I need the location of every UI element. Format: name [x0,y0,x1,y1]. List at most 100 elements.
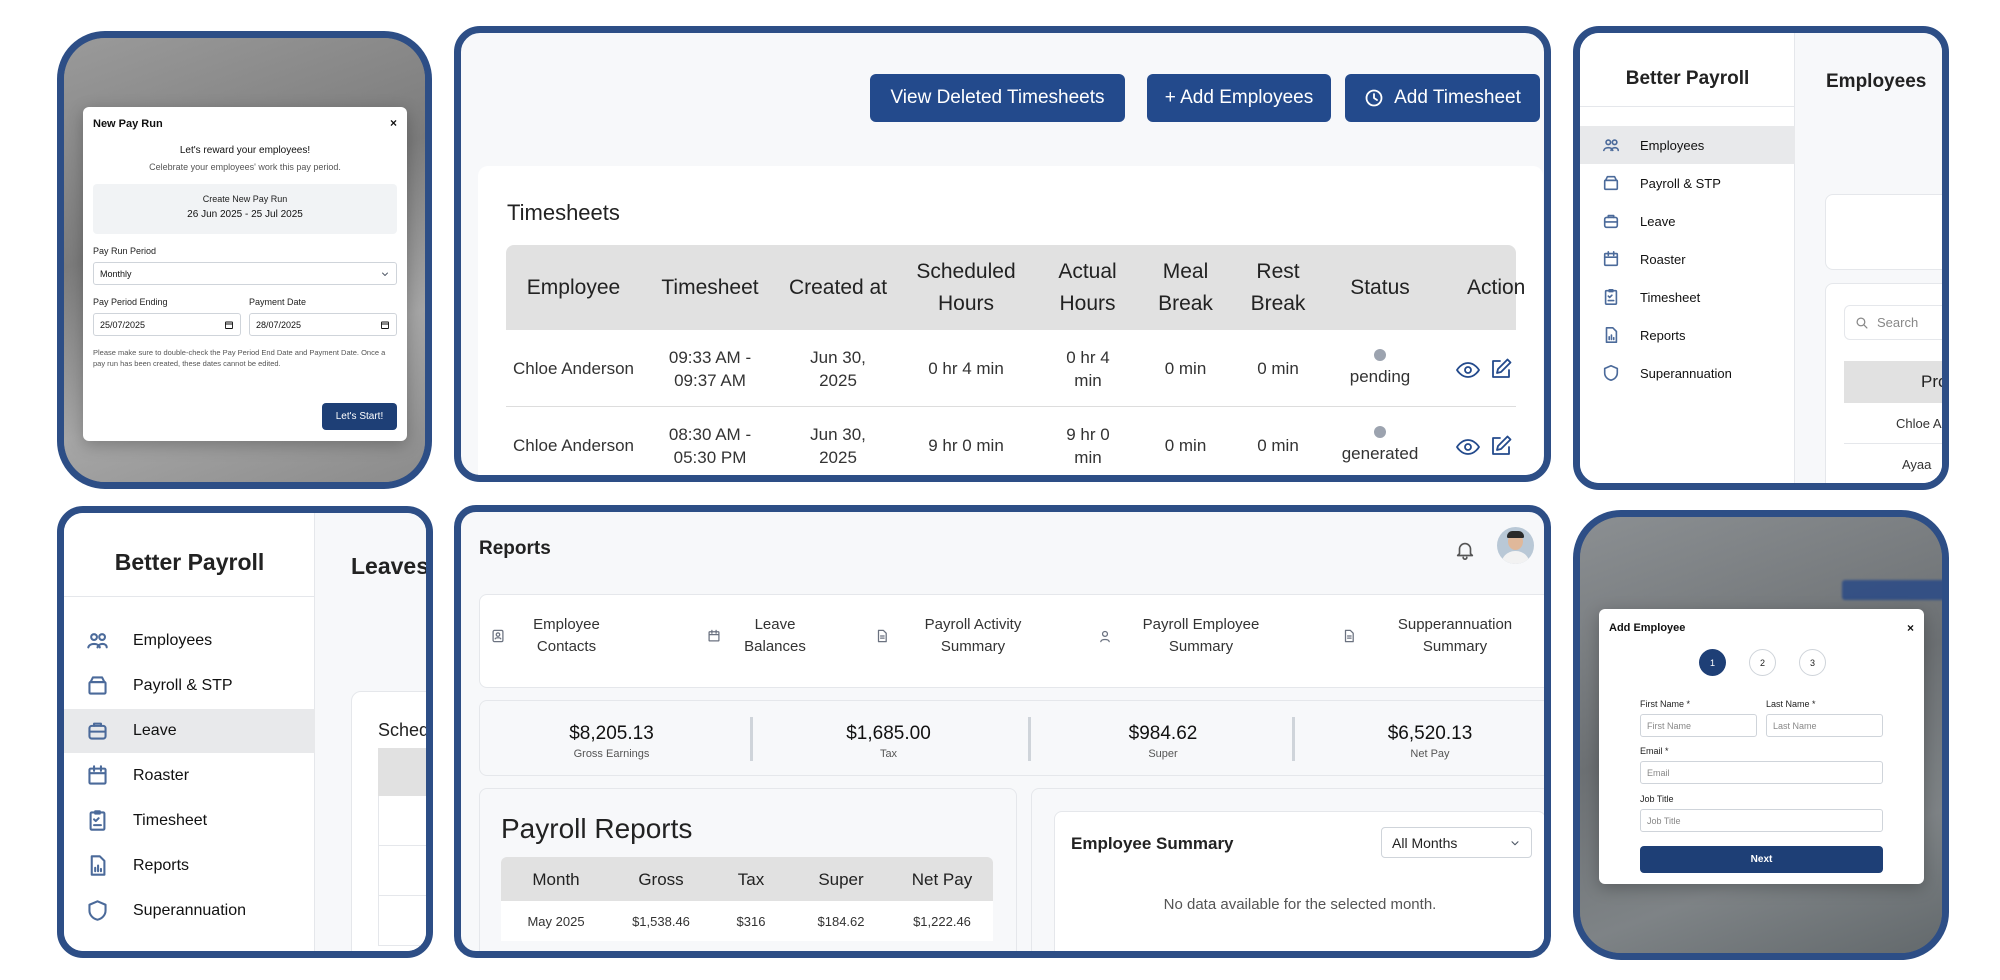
sidebar-item-label: Leave [133,721,177,739]
status-dot [1374,349,1386,361]
table-header [506,245,1516,330]
background-button [1842,580,1942,600]
close-icon[interactable]: × [389,116,397,130]
reports-icon [90,855,106,876]
payment-label: Payment Date [249,297,307,307]
bell-icon[interactable] [1454,539,1476,561]
payment-date-input[interactable]: 28/07/2025 [249,313,397,336]
sidebar-item-superannuation[interactable]: Superannuation [1602,354,1732,392]
tab-payroll-activity-summary[interactable]: Payroll Activity Summary [875,607,1043,665]
table-row [501,901,993,941]
tab-leave-balances[interactable]: Leave Balances [707,607,815,665]
cell-scheduled: 0 hr 4 min [928,359,1004,378]
sidebar-item-label: Roaster [1640,251,1686,267]
step-1[interactable]: 1 [1699,649,1726,676]
tab-employee-contacts[interactable]: Employee Contacts [491,607,614,665]
eye-icon[interactable] [1456,358,1480,382]
step-3[interactable]: 3 [1799,649,1826,676]
avatar[interactable] [1497,527,1534,564]
report-tabs [479,594,1544,688]
superannuation-icon [88,900,107,921]
sidebar-item-roaster[interactable]: Roaster [86,753,189,798]
sidebar-item-leave[interactable]: Leave [1602,202,1675,240]
sidebar-item-timesheet[interactable]: Timesheet [1602,278,1700,316]
document-icon [1344,629,1354,643]
col-net-pay: Net Pay [911,869,973,889]
chevron-down-icon [382,272,388,276]
sidebar-item-label: Payroll & STP [1640,175,1721,191]
pay-run-period-select[interactable]: Monthly [93,262,397,285]
sidebar-item-label: Roaster [133,766,190,784]
eye-icon[interactable] [1456,435,1480,459]
document-icon [877,629,887,643]
email-label: Email * [1640,746,1669,756]
modal-title: New Pay Run [93,118,163,130]
modal-heading: Let's reward your employees! [179,145,311,156]
close-icon[interactable]: × [1906,621,1914,635]
cell-super: $184.62 [817,913,865,929]
main-content: Leaves Sched [315,513,426,951]
stat-gross-earnings: $8,205.13 Gross Earnings [480,723,743,760]
tab-payroll-employee-summary[interactable]: Payroll Employee Summary [1098,607,1276,665]
table-row[interactable]: Ayaa [1844,444,1942,483]
view-deleted-timesheets-button[interactable]: View Deleted Timesheets [870,74,1125,122]
cell-tax: $316 [736,913,766,929]
job-title-input[interactable]: Job Title [1640,809,1883,832]
col-timesheet: Timesheet [661,275,759,299]
timesheets-card: Timesheets Employee Timesheet Created at… [478,166,1543,475]
sidebar-item-label: Superannuation [1640,365,1732,381]
col-rest: Rest Break [1250,259,1306,315]
cell-employee: Chloe Anderson [513,436,634,455]
leaves-panel: Better Payroll Employees Payroll & STP Lea… [57,506,433,958]
sidebar-item-superannuation[interactable]: Superannuation [86,888,246,933]
employee-summary-outer: Employee Summary All Months No data avai… [1031,788,1544,951]
next-button[interactable]: Next [1640,846,1883,873]
add-employees-button[interactable]: + Add Employees [1147,74,1331,122]
first-name-input[interactable]: First Name [1640,714,1757,737]
period-ending-input[interactable]: 25/07/2025 [93,313,241,336]
email-input[interactable]: Email [1640,761,1883,784]
months-select[interactable]: All Months [1381,827,1532,858]
search-input[interactable]: Search [1844,305,1942,340]
add-timesheet-button[interactable]: Add Timesheet [1345,74,1540,122]
table-row[interactable]: Chloe A [1844,403,1942,444]
sidebar-item-label: Superannuation [133,901,246,919]
page-title: Reports [479,538,551,559]
edit-icon[interactable] [1489,434,1513,458]
leave-icon [1603,214,1619,229]
timesheets-title: Timesheets [507,200,620,225]
tab-label: Payroll Employee Summary [1142,616,1260,655]
sidebar-item-timesheet[interactable]: Timesheet [86,798,207,843]
sidebar-item-reports[interactable]: Reports [1602,316,1686,354]
col-actual: Actual Hours [1058,259,1117,315]
cell-meal: 0 min [1164,436,1207,455]
col-status: Status [1350,275,1410,299]
roaster-icon [1603,250,1619,267]
sidebar-item-payroll-stp[interactable]: Payroll & STP [1602,164,1721,202]
sidebar-item-payroll-stp[interactable]: Payroll & STP [86,663,233,708]
col-action: Action [1467,275,1526,299]
stat-value: $984.62 [1128,723,1198,744]
sidebar-item-reports[interactable]: Reports [86,843,189,888]
table-header: Pro [1844,361,1942,403]
sidebar-item-label: Reports [133,856,190,874]
cell-actual: 9 hr 0 min [1066,424,1110,467]
leave-icon [88,722,107,740]
edit-icon[interactable] [1489,357,1513,381]
main-content: Employees Search Pro Chloe A Ayaa [1795,33,1942,483]
sidebar-item-employees[interactable]: Employees [86,618,212,663]
calendar-icon[interactable] [224,320,234,330]
sidebar-item-leave[interactable]: Leave [86,708,177,753]
lets-start-button[interactable]: Let's Start! [322,403,397,430]
sidebar-item-roaster[interactable]: Roaster [1602,240,1686,278]
calendar-icon[interactable] [380,320,390,330]
sidebar-item-employees[interactable]: Employees [1602,126,1704,164]
timesheets-table: Employee Timesheet Created at Scheduled … [506,245,1543,475]
add-employee-panel: Add Employee × 1 2 3 First Name * First … [1573,510,1949,960]
payroll-stp-icon [88,676,107,695]
last-name-input[interactable]: Last Name [1766,714,1883,737]
step-2[interactable]: 2 [1749,649,1776,676]
ending-label: Pay Period Ending [93,297,168,307]
tab-superannuation-summary[interactable]: Supperannuation Summary [1342,607,1540,665]
brand-title: Better Payroll [114,549,265,575]
